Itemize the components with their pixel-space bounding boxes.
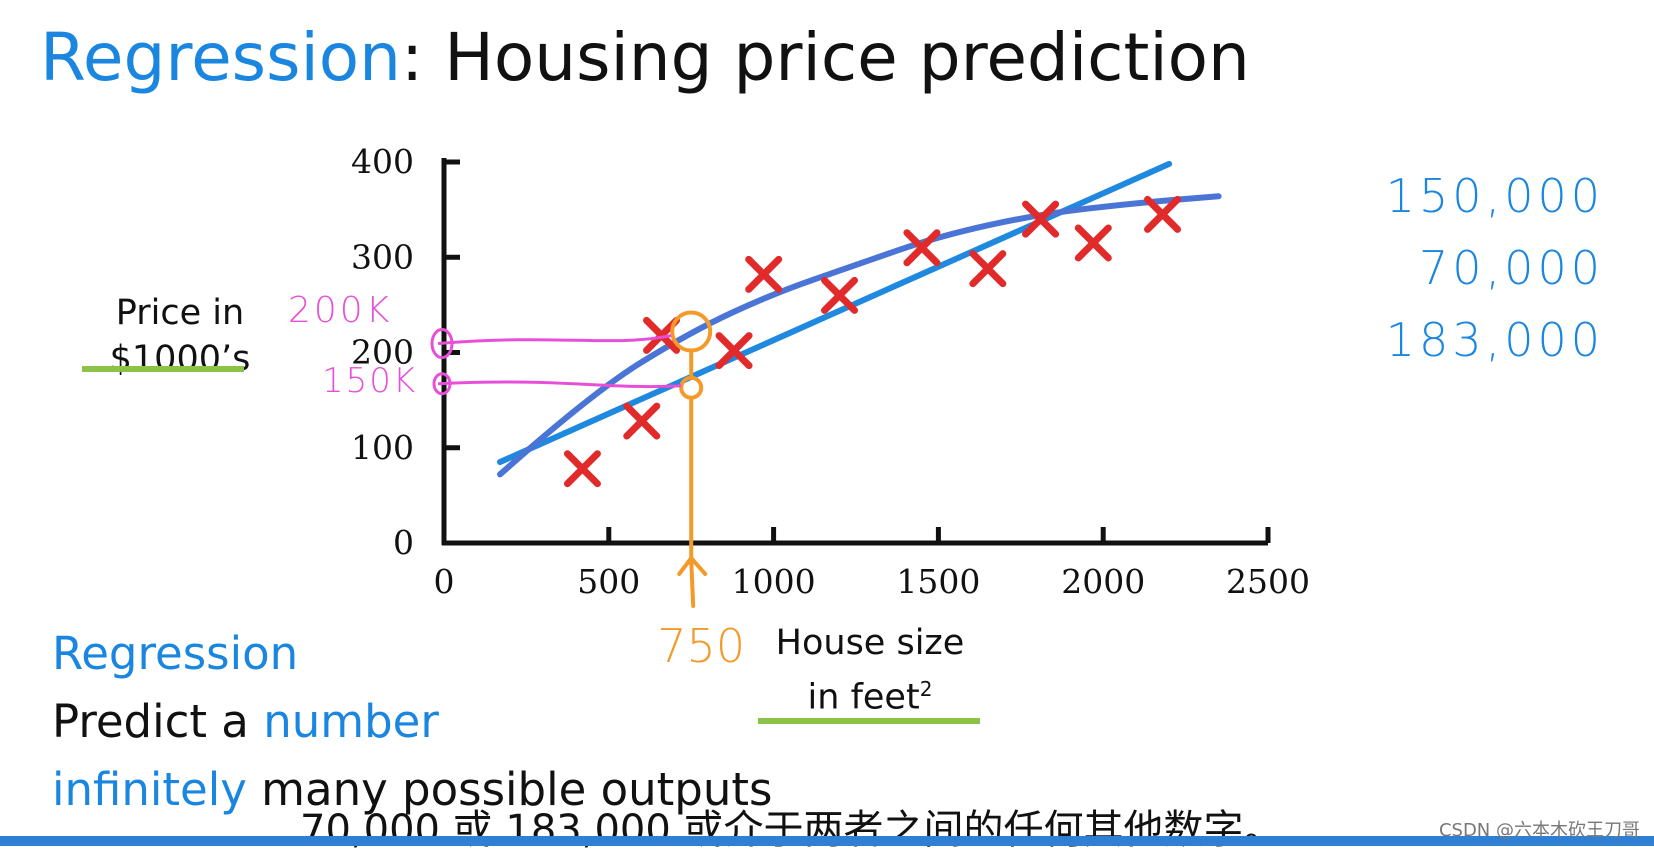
x-axis-label-line1: House size	[775, 623, 965, 663]
data-point-9	[1074, 224, 1112, 262]
data-point-8	[1022, 200, 1060, 238]
title-highlight: Regression	[40, 19, 402, 96]
title-rest: : Housing price prediction	[401, 19, 1250, 96]
note-1: 150,000	[1385, 169, 1604, 223]
y-tick-label-3: 300	[351, 237, 414, 276]
data-points	[563, 195, 1182, 488]
summary-line-1: Predict a number	[52, 695, 439, 748]
hand-annotations: 750 200K 150K	[288, 290, 745, 673]
watermark: CSDN @六本木砍王刀哥	[1438, 820, 1640, 841]
fit-lines	[497, 160, 1222, 478]
note-2: 70,000	[1419, 241, 1604, 295]
x-tick-label-4: 2000	[1061, 562, 1145, 601]
data-point-7	[969, 250, 1007, 288]
data-point-5	[821, 276, 859, 314]
data-point-10	[1144, 195, 1182, 233]
magenta-circle-150k	[432, 372, 452, 396]
y-axis-label-line2: $1000’s	[109, 339, 251, 379]
y-tick-label-0: 0	[393, 523, 414, 562]
fit-curve	[497, 193, 1222, 478]
x-label-underline	[758, 718, 980, 724]
x-tick-label-1: 500	[577, 562, 640, 601]
label-750: 750	[657, 619, 745, 673]
y-tick-label-1: 100	[351, 428, 414, 467]
slide-title: Regression: Housing price prediction	[40, 18, 1250, 98]
video-progress-bar[interactable]	[0, 836, 1654, 846]
note-3: 183,000	[1385, 313, 1604, 367]
summary-heading: Regression	[52, 627, 299, 680]
data-point-4	[745, 255, 783, 293]
x-tick-label-0: 0	[434, 562, 455, 601]
query-line-circle	[679, 375, 704, 400]
regression-summary: Regression Predict a number infinitely m…	[52, 620, 772, 824]
y-label-underline	[82, 366, 244, 372]
data-point-0	[563, 450, 601, 488]
x-axis-label-line2: in feet2	[807, 677, 933, 718]
label-200k: 200K	[288, 290, 392, 331]
chart-axes: 0 100 200 300 400 0 500 1000 1500 2000 2500	[351, 142, 1310, 601]
magenta-line-200k	[437, 334, 672, 346]
magenta-circle-200k	[430, 328, 454, 360]
data-point-3	[715, 332, 753, 370]
data-point-6	[903, 229, 941, 267]
query-up-arrow	[677, 554, 708, 608]
y-axis-label-line1: Price in	[115, 293, 245, 333]
x-tick-label-2: 1000	[732, 562, 816, 601]
label-150k: 150K	[322, 361, 417, 401]
data-point-1	[623, 402, 661, 440]
y-tick-label-4: 400	[351, 142, 414, 181]
y-tick-label-2: 200	[351, 333, 414, 372]
magenta-line-150k	[437, 380, 682, 389]
x-tick-label-5: 2500	[1226, 562, 1310, 601]
summary-line-2: infinitely many possible outputs	[52, 763, 773, 816]
x-axis-label: House size in feet2	[740, 620, 1000, 721]
handwritten-notes: 150,000 70,000 183,000	[1284, 160, 1604, 376]
x-axis-label-superscript: 2	[919, 677, 933, 701]
y-axis-label: Price in $1000’s	[90, 290, 270, 382]
x-tick-label-3: 1500	[896, 562, 980, 601]
